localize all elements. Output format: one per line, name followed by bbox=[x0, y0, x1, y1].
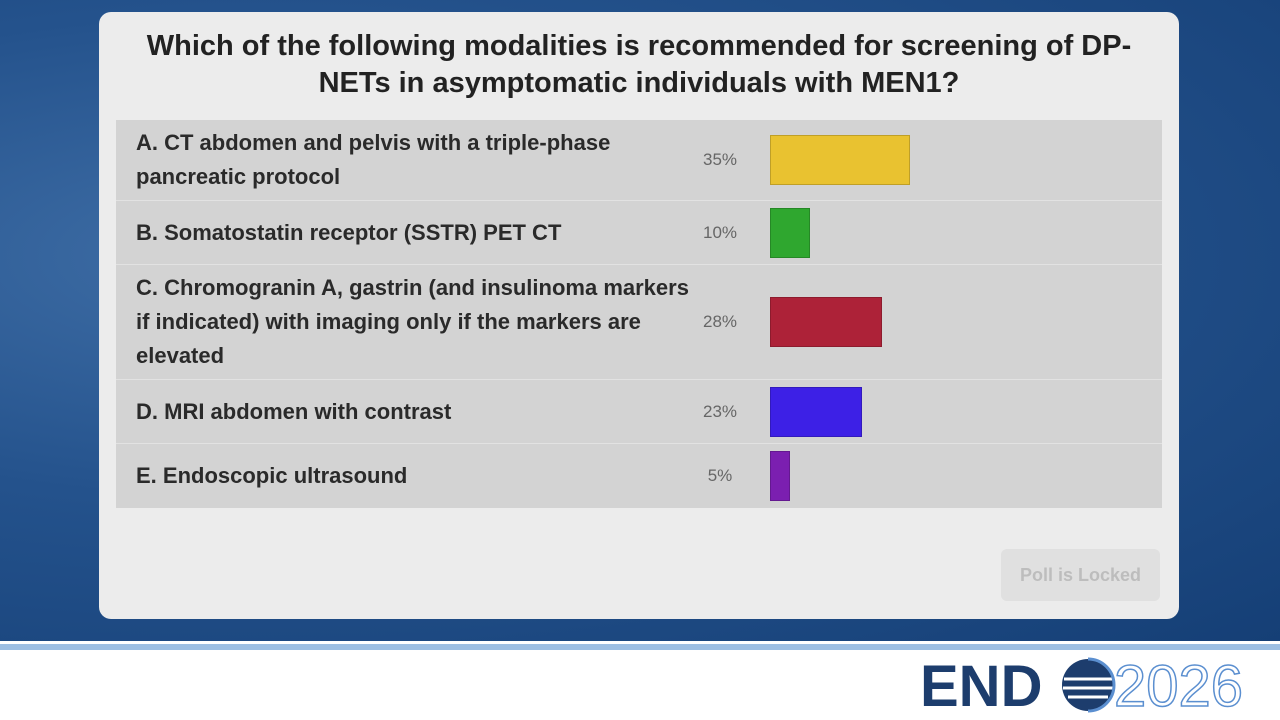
poll-option: E. Endoscopic ultrasound 5% bbox=[116, 444, 1162, 508]
option-label: A. CT abdomen and pelvis with a triple-p… bbox=[136, 130, 611, 189]
divider bbox=[0, 644, 1280, 650]
logo: END 2026 bbox=[920, 653, 1244, 716]
poll-card: Which of the following modalities is rec… bbox=[99, 12, 1179, 619]
bar bbox=[770, 386, 862, 437]
poll-locked-button[interactable]: Poll is Locked bbox=[1001, 549, 1160, 601]
logo-text: END bbox=[920, 654, 1042, 716]
option-percent: 28% bbox=[702, 312, 738, 331]
option-label: C. Chromogranin A, gastrin (and insulino… bbox=[136, 275, 689, 368]
bar bbox=[770, 207, 810, 258]
bar bbox=[770, 135, 910, 185]
option-percent: 5% bbox=[707, 466, 733, 485]
poll-option: C. Chromogranin A, gastrin (and insulino… bbox=[116, 265, 1162, 380]
option-percent: 10% bbox=[702, 222, 738, 242]
poll-option: B. Somatostatin receptor (SSTR) PET CT 10… bbox=[116, 201, 1162, 265]
poll-options: A. CT abdomen and pelvis with a triple-p… bbox=[116, 120, 1162, 508]
divider bbox=[0, 641, 1280, 644]
option-percent: 23% bbox=[702, 401, 738, 421]
option-label: B. Somatostatin receptor (SSTR) PET CT bbox=[136, 219, 562, 245]
logo-globe bbox=[1062, 657, 1116, 713]
poll-option: D. MRI abdomen with contrast 23% bbox=[116, 380, 1162, 444]
poll-question: Which of the following modalities is rec… bbox=[146, 30, 1132, 99]
option-label: D. MRI abdomen with contrast bbox=[136, 398, 452, 424]
bar bbox=[770, 451, 790, 501]
poll-option: A. CT abdomen and pelvis with a triple-p… bbox=[116, 120, 1162, 201]
option-percent: 35% bbox=[702, 150, 738, 169]
option-label: E. Endoscopic ultrasound bbox=[136, 463, 408, 488]
logo-year: 2026 bbox=[1114, 654, 1243, 716]
bar bbox=[770, 297, 882, 347]
